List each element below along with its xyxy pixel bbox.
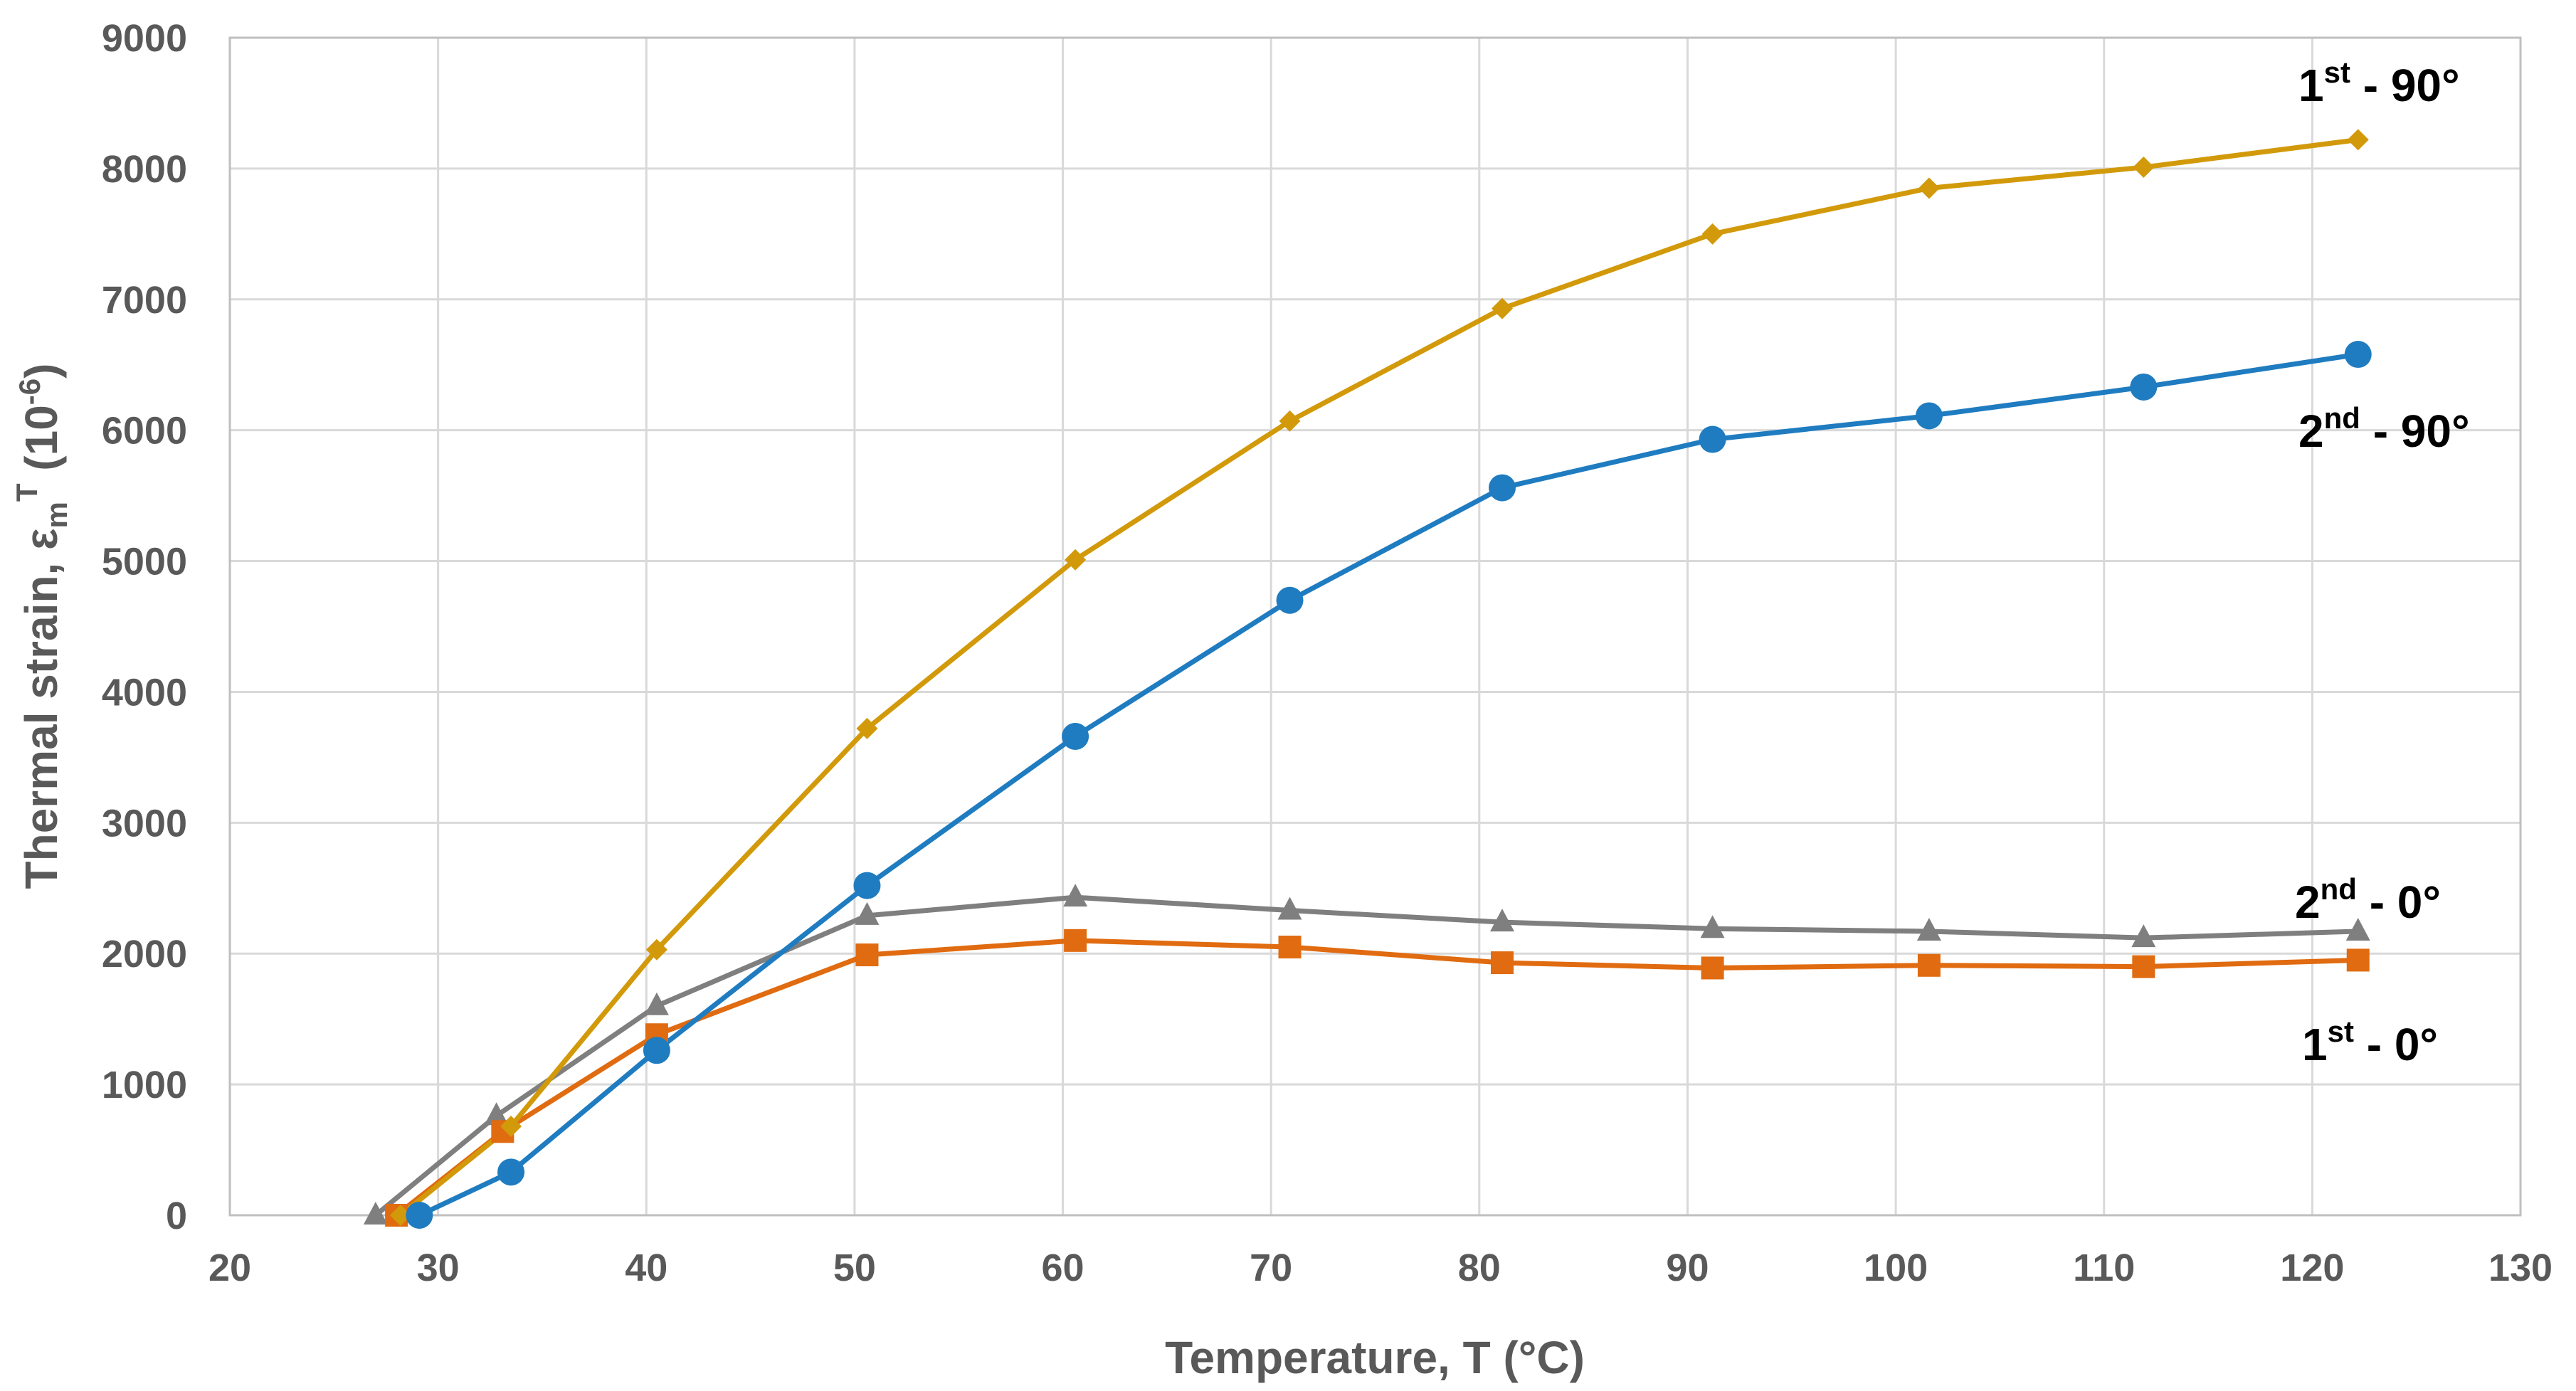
data-point	[2347, 129, 2369, 151]
x-tick-label: 130	[2488, 1247, 2553, 1289]
series-line	[394, 938, 2358, 1217]
series-label-sup: st	[2324, 55, 2350, 89]
series-labels: 1st - 90°2nd - 90°2nd - 0°1st - 0°	[2295, 55, 2470, 1070]
x-tick-labels: 20 30 40 50 60 70 80 90 100 110 120 130	[208, 1247, 2553, 1289]
data-point	[1699, 425, 1726, 453]
data-point	[1062, 722, 1089, 750]
y-axis-title-sub: m	[40, 502, 73, 528]
x-tick-label: 50	[833, 1247, 876, 1289]
y-axis-title-unit-sup: -6	[13, 379, 46, 405]
series-label: 2nd - 0°	[2295, 872, 2441, 928]
series-label-sup: st	[2328, 1015, 2354, 1048]
data-point	[2131, 924, 2156, 948]
y-tick-label: 6000	[102, 410, 187, 453]
y-tick-label: 9000	[102, 17, 187, 60]
data-point	[1278, 936, 1302, 959]
data-point	[2130, 373, 2158, 401]
series-label-sup: nd	[2324, 401, 2360, 435]
y-tick-labels: 0 1000 2000 3000 4000 5000 6000 7000 8000 9000	[102, 17, 187, 1237]
x-tick-label: 60	[1042, 1247, 1084, 1289]
y-axis-title-unit-base: (10	[16, 405, 67, 483]
series-label-rest: - 0°	[2357, 877, 2441, 928]
x-axis-title: Temperature, T (°C)	[1165, 1332, 1585, 1383]
series-line	[418, 351, 2359, 1218]
y-tick-label: 3000	[102, 802, 187, 845]
data-point	[644, 992, 669, 1015]
series-label-rest: - 90°	[2350, 60, 2460, 111]
y-axis-title-sup: T	[10, 483, 43, 502]
series-label-sup: nd	[2321, 872, 2357, 906]
series-label-base: 1	[2302, 1019, 2328, 1070]
data-point	[2132, 955, 2155, 978]
series-label-rest: - 90°	[2360, 406, 2470, 457]
series-label: 1st - 0°	[2302, 1015, 2438, 1070]
data-point	[1279, 410, 1301, 432]
series-label-base: 1	[2298, 60, 2324, 111]
data-point	[1491, 951, 1514, 975]
data-point	[1492, 297, 1514, 319]
data-point	[1064, 929, 1087, 952]
series-label: 1st - 90°	[2298, 55, 2460, 111]
y-tick-label: 1000	[102, 1064, 187, 1106]
data-point	[1489, 474, 1516, 502]
y-tick-label: 2000	[102, 933, 187, 975]
gridlines	[228, 36, 2522, 1217]
data-point	[645, 938, 667, 961]
y-tick-label: 7000	[102, 279, 187, 322]
data-point	[1490, 909, 1515, 932]
data-point	[497, 1158, 525, 1186]
series-label-rest: - 0°	[2354, 1019, 2438, 1070]
x-tick-label: 100	[1864, 1247, 1928, 1289]
data-point	[1065, 549, 1087, 571]
series-line	[398, 137, 2359, 1217]
data-point	[1700, 915, 1725, 938]
data-point	[389, 1205, 411, 1226]
data-point	[1276, 586, 1304, 614]
data-point	[484, 1102, 509, 1126]
data-point	[1915, 402, 1943, 430]
data-point	[2345, 917, 2370, 941]
data-point	[406, 1202, 433, 1229]
y-tick-label: 0	[166, 1195, 187, 1237]
x-tick-label: 120	[2280, 1247, 2344, 1289]
series-label: 2nd - 90°	[2298, 401, 2470, 457]
data-point	[1701, 956, 1724, 980]
y-axis-title-base: Thermal strain, ε	[16, 529, 67, 889]
x-tick-label: 90	[1666, 1247, 1709, 1289]
x-tick-label: 80	[1458, 1247, 1501, 1289]
y-tick-label: 4000	[102, 671, 187, 714]
x-tick-label: 70	[1250, 1247, 1292, 1289]
y-axis-title-unit-close: )	[16, 364, 67, 379]
x-tick-label: 20	[208, 1247, 251, 1289]
y-axis-title: Thermal strain, εmT (10-6)	[10, 364, 73, 889]
data-point	[363, 1202, 388, 1225]
data-point	[1277, 897, 1302, 920]
data-point	[2133, 157, 2155, 179]
data-point	[855, 943, 879, 967]
x-tick-label: 30	[417, 1247, 460, 1289]
data-point	[855, 901, 880, 925]
data-point	[1701, 223, 1724, 245]
data-point	[853, 872, 881, 899]
series-line	[374, 894, 2358, 1217]
series-label-base: 2	[2298, 406, 2324, 457]
y-tick-label: 5000	[102, 541, 187, 583]
x-tick-label: 40	[625, 1247, 667, 1289]
data-point	[500, 1115, 522, 1137]
data-point	[1916, 917, 1941, 941]
data-point	[1918, 177, 1940, 199]
data-point	[2344, 341, 2372, 369]
data-point	[2346, 948, 2370, 972]
y-tick-label: 8000	[102, 148, 187, 191]
data-point	[856, 717, 878, 739]
series-group	[363, 129, 2372, 1229]
data-point	[643, 1037, 670, 1064]
series-label-base: 2	[2295, 877, 2321, 928]
plot-frame	[228, 36, 2522, 1217]
data-point	[1063, 884, 1088, 907]
x-tick-label: 110	[2073, 1247, 2135, 1289]
data-point	[1917, 953, 1941, 977]
